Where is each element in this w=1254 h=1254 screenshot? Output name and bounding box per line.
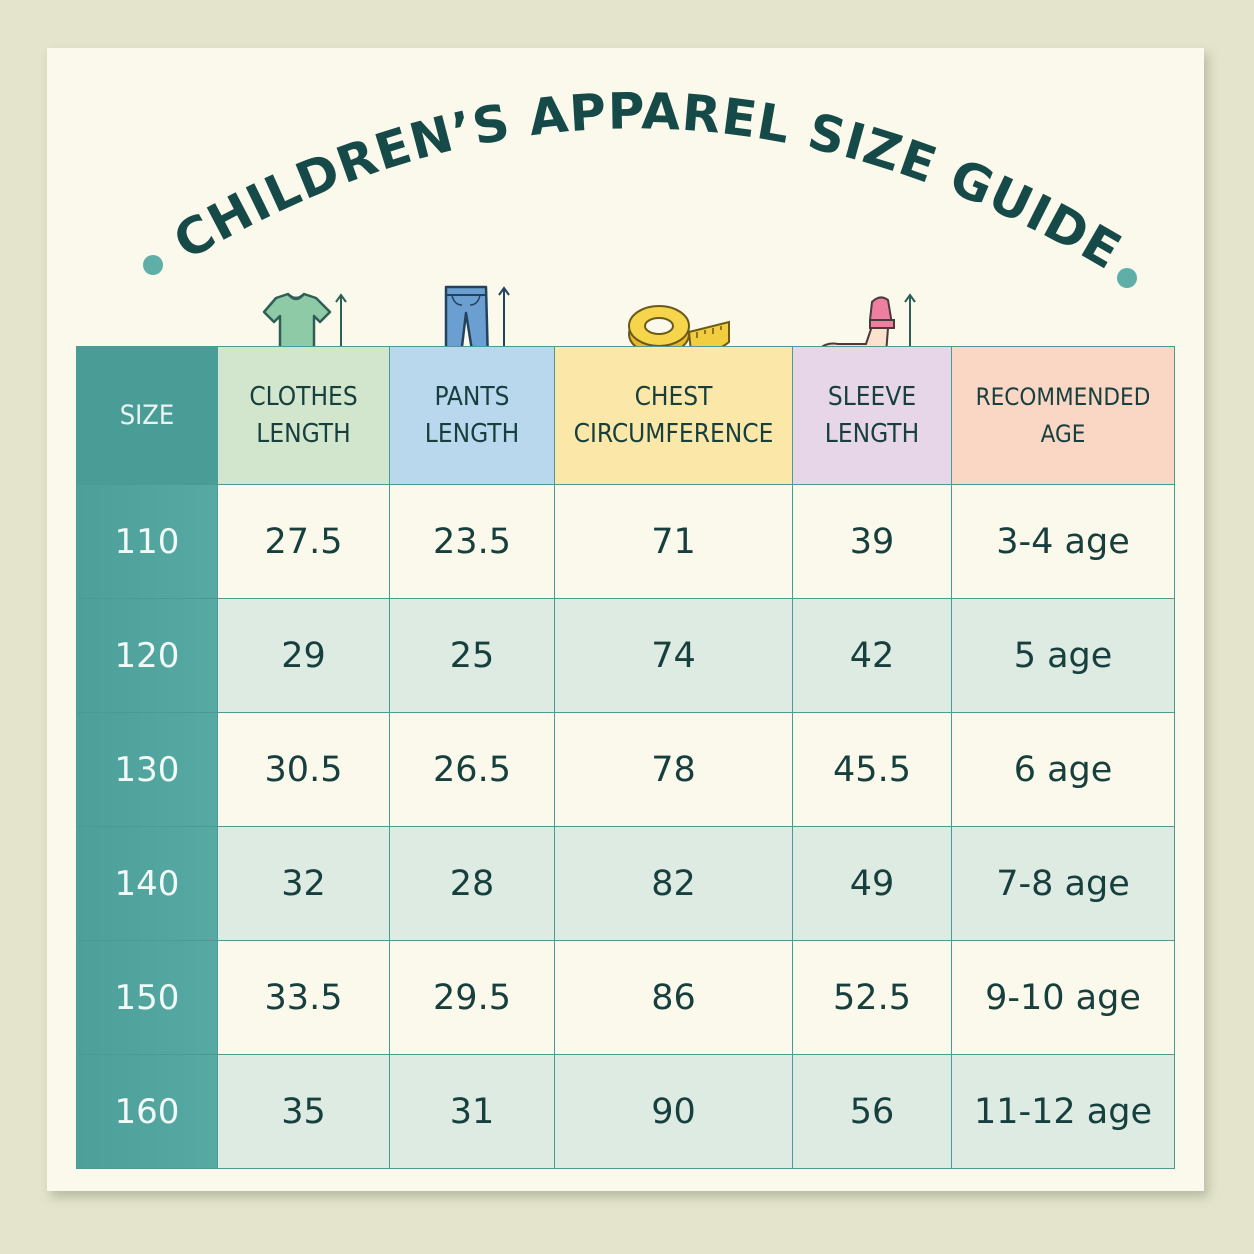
chest-circumference-cell: 74 (554, 598, 793, 713)
sleeve-length-cell: 39 (792, 484, 952, 599)
recommended-age-cell: 7-8 age (951, 826, 1175, 941)
recommended-age-cell: 11-12 age (951, 1054, 1175, 1169)
chest-circumference-cell: 78 (554, 712, 793, 827)
recommended-age-cell: 3-4 age (951, 484, 1175, 599)
sleeve-length-cell: 45.5 (792, 712, 952, 827)
header-sleeve-length: SLEEVE LENGTH (792, 346, 952, 485)
pants-length-cell: 25 (389, 598, 555, 713)
recommended-age-cell: 9-10 age (951, 940, 1175, 1055)
table-row: 150 33.5 29.5 86 52.5 9-10 age (76, 940, 1175, 1055)
pants-length-cell: 29.5 (389, 940, 555, 1055)
table-row: 130 30.5 26.5 78 45.5 6 age (76, 712, 1175, 827)
clothes-length-cell: 27.5 (217, 484, 390, 599)
size-table: SIZE CLOTHES LENGTH PANTS LENGTH CHEST CIRC… (76, 346, 1175, 1169)
size-cell: 110 (76, 484, 218, 599)
recommended-age-cell: 5 age (951, 598, 1175, 713)
header-recommended-age: RECOMMENDED AGE (951, 346, 1175, 485)
table-header-row: SIZE CLOTHES LENGTH PANTS LENGTH CHEST CIRC… (76, 346, 1175, 485)
sleeve-length-cell: 56 (792, 1054, 952, 1169)
pants-length-cell: 26.5 (389, 712, 555, 827)
header-size: SIZE (76, 346, 218, 485)
sleeve-length-cell: 42 (792, 598, 952, 713)
clothes-length-cell: 32 (217, 826, 390, 941)
table-row: 120 29 25 74 42 5 age (76, 598, 1175, 713)
header-clothes-length: CLOTHES LENGTH (217, 346, 390, 485)
sleeve-length-cell: 49 (792, 826, 952, 941)
size-cell: 130 (76, 712, 218, 827)
table-row: 140 32 28 82 49 7-8 age (76, 826, 1175, 941)
chest-circumference-cell: 71 (554, 484, 793, 599)
t-shirt-icon (262, 292, 347, 365)
table-row: 160 35 31 90 56 11-12 age (76, 1054, 1175, 1169)
chest-circumference-cell: 82 (554, 826, 793, 941)
size-cell: 120 (76, 598, 218, 713)
sleeve-length-cell: 52.5 (792, 940, 952, 1055)
left-dot-ornament (143, 255, 163, 275)
clothes-length-cell: 29 (217, 598, 390, 713)
clothes-length-cell: 30.5 (217, 712, 390, 827)
measuring-tape-icon (628, 305, 730, 355)
pants-length-cell: 23.5 (389, 484, 555, 599)
size-cell: 150 (76, 940, 218, 1055)
header-chest-circumference: CHEST CIRCUMFERENCE (554, 346, 793, 485)
chest-circumference-cell: 86 (554, 940, 793, 1055)
table-row: 110 27.5 23.5 71 39 3-4 age (76, 484, 1175, 599)
recommended-age-cell: 6 age (951, 712, 1175, 827)
clothes-length-cell: 33.5 (217, 940, 390, 1055)
pants-length-cell: 31 (389, 1054, 555, 1169)
clothes-length-cell: 35 (217, 1054, 390, 1169)
page-title: CHILDREN’S APPAREL SIZE GUIDE (164, 82, 1131, 281)
size-cell: 160 (76, 1054, 218, 1169)
chest-circumference-cell: 90 (554, 1054, 793, 1169)
right-dot-ornament (1117, 268, 1137, 288)
pants-length-cell: 28 (389, 826, 555, 941)
header-pants-length: PANTS LENGTH (389, 346, 555, 485)
title-banner: CHILDREN’S APPAREL SIZE GUIDE (143, 82, 1137, 288)
size-cell: 140 (76, 826, 218, 941)
